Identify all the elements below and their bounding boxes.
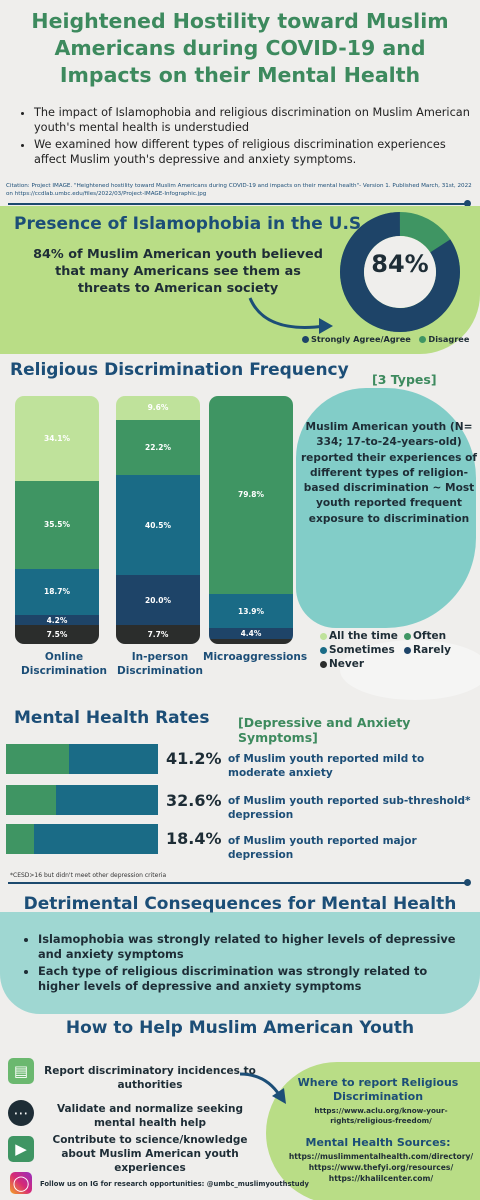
- stacked-bar: 34.1% 35.5% 18.7% 4.2% 7.5%: [15, 396, 99, 644]
- bar-segment-never: 7.7%: [116, 624, 200, 644]
- rate-bar: [6, 785, 158, 815]
- frequency-legend: All the time Often Sometimes Rarely Never: [320, 630, 470, 672]
- mental-health-sources-title: Mental Health Sources:: [305, 1136, 451, 1149]
- bar-segment-never: [209, 639, 293, 644]
- legend-never: Never: [329, 658, 365, 670]
- divider-dot: [464, 200, 471, 207]
- rate-bar-fill: [6, 785, 56, 815]
- instagram-icon[interactable]: ◯: [10, 1172, 32, 1194]
- aclu-link[interactable]: https://www.aclu.org/know-your-rights/re…: [314, 1106, 448, 1125]
- mh-link[interactable]: https://muslimmentalhealth.com/directory…: [288, 1152, 474, 1161]
- where-to-report-title: Where to report Religious Discrimination: [297, 1076, 459, 1103]
- bar-segment-rarely: 20.0%: [116, 575, 200, 625]
- chat-icon: ⋯: [8, 1100, 34, 1126]
- help-item-text: Report discriminatory incidences to auth…: [44, 1065, 256, 1091]
- intro-list: The impact of Islamophobia and religious…: [22, 106, 472, 170]
- legend-dot: [320, 661, 327, 668]
- rate-value: 18.4%: [166, 829, 222, 848]
- stacked-bar: 79.8% 13.9% 4.4%: [209, 396, 293, 644]
- rate-bar-fill: [6, 744, 69, 774]
- mental-health-title: Mental Health Rates: [14, 708, 210, 728]
- legend-all-the-time: All the time: [329, 630, 398, 642]
- discrimination-description: Muslim American youth (N= 334; 17-to-24-…: [300, 421, 478, 525]
- legend-disagree: Disagree: [428, 334, 470, 344]
- help-item-text: Validate and normalize seeking mental he…: [56, 1103, 243, 1129]
- legend-dot: [302, 336, 309, 343]
- bar-segment-rarely: 4.2%: [15, 614, 99, 626]
- legend-dot: [419, 336, 427, 343]
- legend-dot: [404, 633, 411, 640]
- rate-bar: [6, 824, 158, 854]
- rate-bar-fill: [6, 824, 34, 854]
- consequence-bullet: Each type of religious discrimination wa…: [38, 964, 472, 994]
- rate-value: 41.2%: [166, 749, 222, 768]
- bar-segment-sometimes: 18.7%: [15, 568, 99, 615]
- consequence-bullet: Islamophobia was strongly related to hig…: [38, 932, 472, 962]
- mental-health-subtitle: [Depressive and Anxiety Symptoms]: [238, 715, 411, 745]
- donut-agree-slice: [340, 212, 460, 332]
- bar-segment-sometimes: 40.5%: [116, 474, 200, 576]
- rate-text: of Muslim youth reported sub-threshold* …: [228, 795, 471, 821]
- mental-health-links: https://muslimmentalhealth.com/directory…: [284, 1151, 478, 1184]
- donut-hole: [364, 236, 436, 308]
- discrimination-subtitle: [3 Types]: [372, 372, 437, 387]
- legend-rarely: Rarely: [413, 644, 451, 656]
- bar-label-microaggressions: Microaggressions: [203, 651, 308, 663]
- bar-segment-sometimes: 13.9%: [209, 593, 293, 629]
- islamophobia-title: Presence of Islamophobia in the U.S.: [14, 214, 368, 234]
- page-title: Heightened Hostility toward Muslim Ameri…: [31, 9, 449, 87]
- arrow-icon: [239, 1072, 286, 1104]
- description-blob: [296, 388, 476, 628]
- bar-segment-often: 79.8%: [209, 396, 293, 594]
- rate-text: of Muslim youth reported mild to moderat…: [228, 753, 425, 779]
- bar-segment-never: 7.5%: [15, 625, 99, 644]
- footnote: *CESD>16 but didn't meet other depressio…: [10, 872, 167, 879]
- report-icon: ▤: [8, 1058, 34, 1084]
- bar-segment-all-the-time: 34.1%: [15, 396, 99, 481]
- instagram-text: Follow us on IG for research opportuniti…: [40, 1180, 309, 1188]
- bar-label-in-person: In-person Discrimination: [117, 651, 203, 677]
- legend-dot: [404, 647, 411, 654]
- rate-bar: [6, 744, 158, 774]
- megaphone-icon: ▶: [8, 1136, 34, 1162]
- legend-dot: [320, 633, 327, 640]
- divider-dot: [464, 879, 471, 886]
- bar-segment-all-the-time: 9.6%: [116, 396, 200, 420]
- consequences-list: Islamophobia was strongly related to hig…: [26, 932, 472, 996]
- rate-text: of Muslim youth reported major depressio…: [228, 835, 417, 861]
- intro-bullet: The impact of Islamophobia and religious…: [34, 106, 472, 135]
- citation: Citation: Project IMAGE. "Heightened hos…: [6, 183, 472, 197]
- donut-legend: Strongly Agree/Agree Disagree: [302, 334, 469, 344]
- bar-segment-often: 22.2%: [116, 419, 200, 475]
- islamophobia-text: 84% of Muslim American youth believed th…: [33, 247, 323, 296]
- legend-sometimes: Sometimes: [329, 644, 395, 656]
- intro-bullet: We examined how different types of relig…: [34, 138, 472, 167]
- divider: [8, 882, 468, 884]
- stacked-bar: 9.6% 22.2% 40.5% 20.0% 7.7%: [116, 396, 200, 644]
- agreement-donut-chart: [340, 212, 460, 332]
- mh-link[interactable]: https://www.thefyi.org/resources/: [308, 1163, 454, 1172]
- help-title: How to Help Muslim American Youth: [65, 1018, 415, 1038]
- consequences-title: Detrimental Consequences for Mental Heal…: [23, 894, 457, 914]
- bar-segment-often: 35.5%: [15, 480, 99, 569]
- mh-link[interactable]: https://khalilcenter.com/: [328, 1174, 434, 1183]
- legend-dot: [320, 647, 327, 654]
- legend-often: Often: [413, 630, 447, 642]
- curved-arrow-icon: [248, 297, 333, 334]
- bar-label-online: Online Discrimination: [21, 651, 107, 677]
- divider: [8, 203, 468, 205]
- donut-percent-label: 84%: [371, 250, 429, 278]
- discrimination-title: Religious Discrimination Frequency: [10, 360, 349, 380]
- help-item-text: Contribute to science/knowledge about Mu…: [52, 1134, 248, 1174]
- bar-segment-rarely: 4.4%: [209, 628, 293, 640]
- resources-panel: [266, 1062, 480, 1200]
- rate-value: 32.6%: [166, 791, 222, 810]
- legend-agree: Strongly Agree/Agree: [311, 334, 411, 344]
- consequences-panel: [0, 912, 480, 1014]
